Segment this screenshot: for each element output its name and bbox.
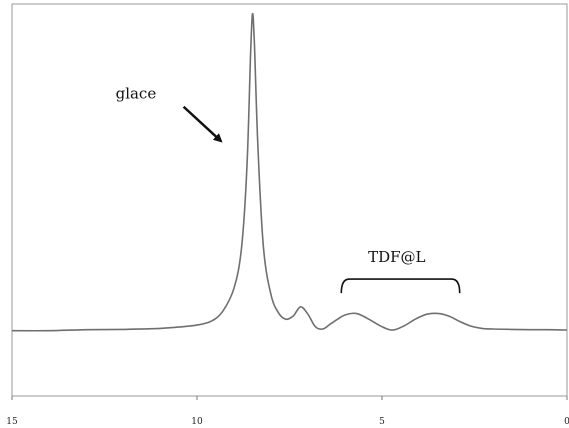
x-tick-label-15: 15 bbox=[6, 417, 18, 427]
x-tick-label-0: 0 bbox=[564, 417, 569, 427]
annotations: glace TDF@L bbox=[116, 85, 461, 294]
series-line-0 bbox=[11, 12, 568, 332]
annotation-bracket-1 bbox=[340, 278, 461, 294]
x-axis: 15 10 5 0 bbox=[6, 396, 569, 427]
annotation-label-1: TDF@L bbox=[368, 248, 425, 266]
x-tick-label-10: 10 bbox=[191, 417, 203, 427]
series-group bbox=[11, 12, 568, 332]
annotation-label-0: glace bbox=[116, 85, 157, 103]
annotation-arrow-0 bbox=[182, 105, 223, 143]
plot-frame bbox=[11, 3, 568, 397]
x-tick-label-5: 5 bbox=[379, 417, 385, 427]
